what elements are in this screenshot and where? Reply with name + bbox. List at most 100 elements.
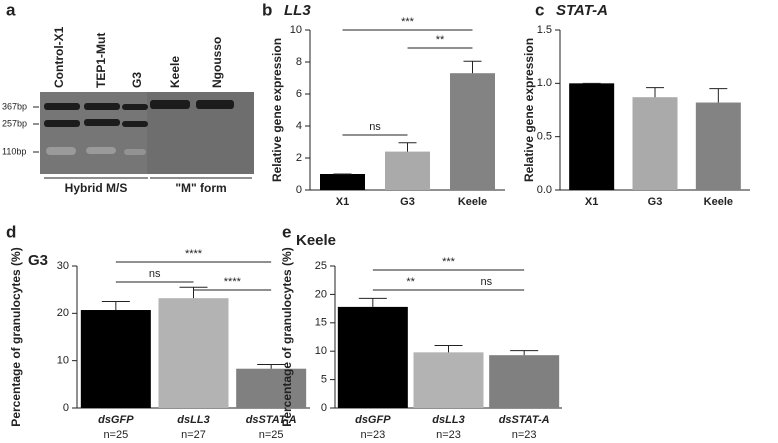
bar: [236, 368, 307, 408]
group-label: "M" form: [175, 181, 226, 195]
x-tick-label: dsGFP: [98, 414, 134, 426]
comparison-label: ***: [401, 16, 415, 28]
lane-label: TEP1-Mut: [94, 33, 108, 88]
bar: [385, 151, 430, 190]
bar: [632, 97, 678, 190]
panel-b: b LL3 Relative gene expression 0 2 4 6 8 10 X1 G3 K…: [262, 0, 505, 208]
chart-title: G3: [28, 252, 48, 269]
panel-letter: a: [6, 0, 16, 19]
error-bar: [358, 297, 387, 307]
lane-label: G3: [130, 72, 144, 88]
y-tick-label: 20: [57, 307, 69, 319]
error-bar: [257, 363, 286, 369]
y-tick-label: 1.5: [537, 24, 552, 36]
bar: [450, 73, 495, 190]
size-marker: 367bp: [2, 101, 27, 111]
error-bar: [463, 60, 482, 74]
y-tick-label: 10: [57, 355, 69, 367]
x-tick-label: dsLL3: [432, 414, 464, 426]
bar: [489, 355, 560, 408]
band: [46, 147, 76, 155]
y-tick-label: 10: [315, 345, 327, 357]
band: [44, 103, 80, 110]
sample-size: n=25: [103, 429, 128, 441]
bar: [695, 102, 741, 190]
band: [122, 104, 148, 110]
y-axis-label: Percentage of granulocytes (%): [280, 247, 294, 426]
chart-title: LL3: [284, 2, 311, 19]
x-tick-label: dsSTAT-A: [499, 414, 550, 426]
comparison-label: **: [436, 34, 445, 46]
band: [44, 120, 80, 127]
x-tick-label: dsLL3: [177, 414, 209, 426]
band: [86, 147, 116, 154]
sample-size: n=23: [436, 429, 461, 441]
panel-letter: d: [6, 222, 16, 241]
bar: [80, 310, 151, 408]
x-tick-label: G3: [400, 196, 415, 208]
chart-title: Keele: [296, 232, 336, 249]
y-tick-label: 10: [290, 24, 302, 36]
comparison-label: ns: [369, 121, 381, 133]
y-tick-label: 30: [57, 260, 69, 272]
sample-size: n=25: [259, 429, 284, 441]
y-tick-label: 15: [315, 317, 327, 329]
x-tick-label: dsGFP: [355, 414, 391, 426]
bar: [158, 298, 229, 408]
y-tick-label: 5: [321, 374, 327, 386]
x-tick-label: X1: [585, 196, 598, 208]
y-tick-label: 4: [296, 120, 302, 132]
band: [84, 119, 120, 126]
lane-label: Control-X1: [52, 26, 66, 88]
bar: [337, 306, 408, 408]
panel-letter: b: [262, 0, 272, 19]
bar: [413, 352, 484, 408]
error-bar: [434, 345, 463, 353]
y-axis-label: Relative gene expression: [522, 38, 536, 182]
error-bar: [398, 142, 417, 152]
y-tick-label: 1.0: [537, 77, 552, 89]
y-tick-label: 0.5: [537, 131, 552, 143]
lane-label: Keele: [168, 56, 182, 88]
comparison-label: ns: [481, 276, 493, 288]
y-tick-label: 20: [315, 288, 327, 300]
size-marker: 110bp: [2, 146, 26, 156]
comparison-label: ****: [224, 276, 242, 288]
x-tick-label: G3: [648, 196, 663, 208]
y-axis-label: Relative gene expression: [270, 38, 284, 182]
lane-label: Ngousso: [210, 37, 224, 88]
band: [196, 100, 234, 109]
error-bar: [179, 286, 208, 299]
group-label: Hybrid M/S: [65, 181, 128, 195]
panel-d: d G3 Percentage of granulocytes (%) 0 10 20 30…: [6, 222, 310, 441]
size-marker: 257bp: [2, 118, 27, 128]
sample-size: n=27: [181, 429, 206, 441]
x-tick-label: dsSTAT-A: [246, 414, 297, 426]
panel-letter: c: [535, 0, 544, 19]
band: [124, 149, 146, 155]
band: [122, 121, 148, 127]
error-bar: [101, 301, 130, 311]
y-axis-label: Percentage of granulocytes (%): [9, 247, 23, 426]
y-tick-label: 6: [296, 88, 302, 100]
error-bar: [709, 88, 728, 103]
y-tick-label: 8: [296, 56, 302, 68]
chart-title: STAT-A: [556, 2, 608, 19]
y-tick-label: 0: [296, 184, 302, 196]
error-bar: [646, 87, 664, 98]
y-tick-label: 2: [296, 152, 302, 164]
sample-size: n=23: [512, 429, 537, 441]
panel-a: a Control-X1 TEP1-Mut G3 Keele Ngousso 3…: [2, 0, 254, 195]
bar: [569, 83, 615, 190]
band: [84, 103, 120, 110]
y-tick-label: 25: [315, 260, 327, 272]
bands: [44, 100, 234, 155]
x-tick-label: X1: [336, 196, 349, 208]
x-tick-label: Keele: [458, 196, 487, 208]
x-tick-label: Keele: [704, 196, 733, 208]
comparison-label: **: [406, 276, 415, 288]
y-tick-label: 0: [63, 402, 69, 414]
